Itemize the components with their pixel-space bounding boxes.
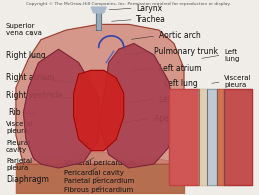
Text: Visceral
pleura: Visceral pleura (224, 75, 251, 88)
Text: Visceral
pleura: Visceral pleura (6, 121, 33, 134)
Text: Parietal
pleura: Parietal pleura (6, 158, 32, 171)
Text: Pleural
cavity: Pleural cavity (6, 140, 30, 153)
Text: Diaphragm: Diaphragm (6, 175, 49, 184)
Text: Left lung: Left lung (164, 79, 198, 88)
Text: Aortic arch: Aortic arch (159, 31, 201, 40)
Text: Pleural
cavity: Pleural cavity (224, 104, 248, 117)
Polygon shape (16, 24, 184, 164)
Text: Right ventricle: Right ventricle (6, 91, 62, 100)
Text: Pericardial cavity: Pericardial cavity (64, 170, 124, 176)
Text: Right atrium: Right atrium (6, 74, 54, 82)
Polygon shape (91, 7, 106, 13)
Text: Left
lung: Left lung (224, 49, 240, 61)
Polygon shape (74, 70, 124, 151)
Text: Apex of heart: Apex of heart (154, 114, 206, 123)
Text: Left atrium: Left atrium (159, 64, 202, 73)
Polygon shape (99, 43, 174, 168)
Text: Copyright © The McGraw-Hill Companies, Inc. Permission required for reproduction: Copyright © The McGraw-Hill Companies, I… (26, 2, 231, 6)
Text: Left ventricle: Left ventricle (159, 95, 209, 104)
FancyBboxPatch shape (169, 90, 252, 185)
Text: Superior
vena cava: Superior vena cava (6, 23, 42, 36)
Polygon shape (96, 9, 101, 30)
Text: Pulmonary trunk: Pulmonary trunk (154, 47, 218, 56)
Text: Larynx: Larynx (136, 4, 162, 13)
Text: Trachea: Trachea (136, 15, 166, 24)
Text: Parietal pleura: Parietal pleura (171, 179, 222, 185)
Text: Parietal pericardium: Parietal pericardium (64, 178, 134, 184)
Text: Visceral pericardium: Visceral pericardium (64, 160, 135, 166)
Polygon shape (24, 49, 99, 168)
Text: Right lung: Right lung (6, 51, 46, 59)
Text: Rib: Rib (8, 108, 21, 117)
Text: Fibrous pericardium: Fibrous pericardium (64, 187, 133, 193)
